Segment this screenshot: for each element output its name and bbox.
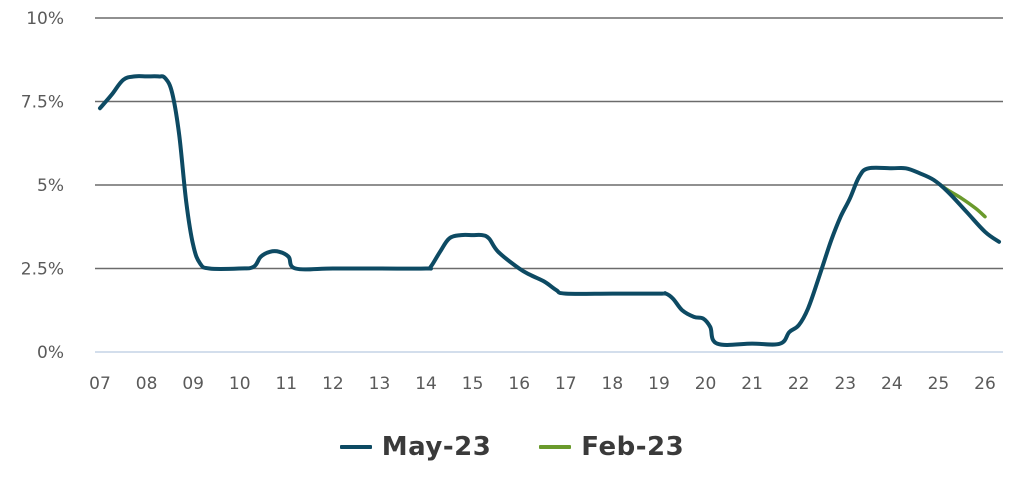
x-tick-label: 23	[834, 374, 856, 394]
x-tick-label: 12	[322, 374, 344, 394]
x-tick-label: 19	[648, 374, 670, 394]
legend-label-feb-23: Feb-23	[581, 432, 685, 462]
x-tick-label: 18	[602, 374, 624, 394]
x-tick-label: 20	[695, 374, 717, 394]
x-tick-label: 22	[788, 374, 810, 394]
y-axis: 0% 2.5% 5% 7.5% 10%	[21, 9, 64, 363]
x-tick-label: 26	[974, 374, 996, 394]
x-tick-label: 25	[928, 374, 950, 394]
y-tick-label: 10%	[26, 9, 64, 29]
legend-item-may-23: May-23	[339, 432, 492, 462]
y-tick-label: 0%	[37, 343, 64, 363]
legend: May-23 Feb-23	[0, 432, 1024, 462]
x-tick-label: 16	[508, 374, 530, 394]
plot-area	[98, 74, 1001, 347]
legend-item-feb-23: Feb-23	[539, 432, 684, 462]
y-tick-label: 5%	[37, 176, 64, 196]
legend-swatch-feb-23	[539, 445, 572, 449]
y-tick-label: 2.5%	[21, 260, 64, 280]
x-tick-label: 09	[182, 374, 204, 394]
line-chart: 0% 2.5% 5% 7.5% 10% 07 08 09 10 11 12 13 14 15 16 17 18…	[21, 9, 1003, 394]
x-tick-label: 21	[741, 374, 763, 394]
gridlines	[95, 17, 1003, 353]
x-tick-label: 10	[229, 374, 251, 394]
legend-label-may-23: May-23	[381, 432, 492, 462]
x-tick-label: 07	[89, 374, 111, 394]
x-tick-label: 15	[462, 374, 484, 394]
x-tick-label: 11	[275, 374, 297, 394]
x-tick-label: 13	[369, 374, 391, 394]
x-tick-label: 08	[136, 374, 158, 394]
x-tick-label: 17	[555, 374, 577, 394]
legend-swatch-may-23	[339, 445, 372, 449]
x-tick-label: 24	[881, 374, 903, 394]
series-line-may-23	[98, 74, 1001, 347]
x-axis: 07 08 09 10 11 12 13 14 15 16 17 18 19 20 21 22 23 24 25 26	[89, 374, 996, 394]
y-tick-label: 7.5%	[21, 93, 64, 113]
x-tick-label: 14	[415, 374, 437, 394]
